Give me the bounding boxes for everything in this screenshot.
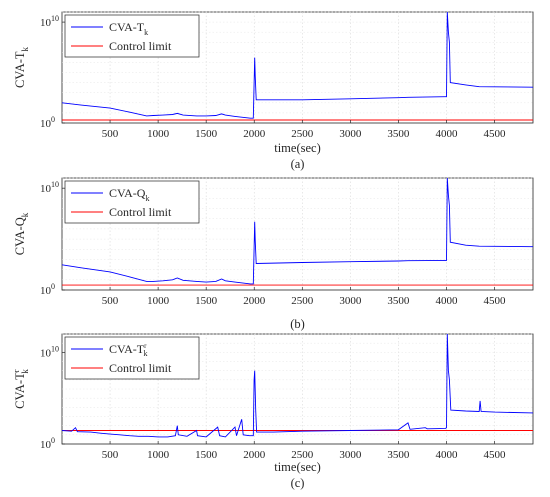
y-axis-label: CVA-Qk	[13, 212, 30, 255]
chart-panel-3: 500 1000 1500 2000 2500 3000 3500 4000 450010010…	[12, 333, 534, 490]
legend-main: CVA-T	[109, 20, 145, 34]
y-label-main: CVA-T	[13, 51, 27, 88]
y-label-sub: k	[20, 46, 30, 51]
y-tick-label: 1010	[40, 180, 59, 195]
y-tick-base: 10	[40, 439, 52, 451]
panel-caption: (c)	[291, 476, 305, 490]
legend-sub: k	[143, 349, 147, 358]
x-tick-label: 1500	[195, 449, 218, 461]
x-tick-label: 4000	[435, 449, 458, 461]
x-tick-label: 4500	[484, 295, 507, 307]
legend-sub: k	[145, 194, 149, 203]
legend-entry: CVA-Tk	[109, 20, 148, 37]
x-tick-label: 4500	[484, 128, 507, 140]
y-label-main: CVA-T	[13, 372, 27, 409]
panel-caption: (a)	[291, 157, 305, 171]
legend-sup: r	[144, 342, 147, 350]
y-label-sub: k	[20, 212, 30, 217]
x-tick-label: 1500	[195, 128, 218, 140]
y-tick-label: 100	[40, 115, 55, 130]
x-tick-label: 2000	[243, 128, 266, 140]
y-tick-exponent: 10	[51, 344, 59, 353]
legend-main: Control limit	[109, 361, 172, 375]
series-line-1	[62, 12, 533, 119]
x-tick-label: 2000	[243, 449, 266, 461]
x-tick-label: 3500	[387, 449, 410, 461]
legend-sub: k	[144, 28, 148, 37]
legend-entry: CVA-Tr k	[109, 342, 147, 358]
legend: CVA-Tk Control limit	[64, 14, 200, 58]
y-tick-exponent: 10	[51, 180, 59, 189]
chart-panel-2: 500 1000 1500 2000 2500 3000 3500 4000 450010010…	[13, 177, 534, 331]
legend-entry: CVA-Qk	[109, 186, 149, 203]
x-tick-label: 2500	[291, 295, 314, 307]
x-tick-label: 500	[102, 128, 119, 140]
x-tick-label: 3500	[387, 295, 410, 307]
legend-main: Control limit	[109, 205, 172, 219]
y-tick-label: 100	[40, 436, 55, 451]
y-tick-exponent: 10	[51, 14, 59, 23]
y-tick-base: 10	[40, 183, 52, 195]
legend: CVA-Tr k Control limit	[64, 336, 200, 380]
x-tick-label: 4500	[484, 449, 507, 461]
x-axis-label: time(sec)	[274, 460, 321, 474]
series-line-1	[62, 334, 533, 438]
legend-main: Control limit	[109, 39, 172, 53]
legend: CVA-Qk Control limit	[64, 180, 200, 224]
x-tick-label: 2500	[291, 449, 314, 461]
y-tick-base: 10	[40, 285, 52, 297]
legend-main: CVA-Q	[109, 186, 146, 200]
panel-caption: (b)	[290, 317, 305, 331]
y-tick-base: 10	[40, 347, 52, 359]
x-tick-label: 3000	[339, 128, 362, 140]
x-tick-label: 3000	[339, 449, 362, 461]
y-axis-label: CVA-Tk	[13, 46, 30, 88]
x-tick-label: 3000	[339, 295, 362, 307]
x-tick-label: 2500	[291, 128, 314, 140]
y-tick-exponent: 0	[51, 436, 55, 445]
y-tick-base: 10	[40, 17, 52, 29]
x-tick-label: 1000	[147, 449, 170, 461]
y-label-sup: r	[12, 369, 21, 372]
x-tick-label: 1000	[147, 295, 170, 307]
legend-entry: Control limit	[109, 361, 172, 375]
y-tick-exponent: 0	[51, 115, 55, 124]
x-tick-label: 500	[102, 449, 119, 461]
y-axis-label: CVA-Trk	[12, 369, 30, 409]
y-label-main: CVA-Q	[13, 217, 27, 255]
y-label-sub: k	[20, 369, 30, 374]
x-tick-label: 3500	[387, 128, 410, 140]
series-line-1	[62, 178, 533, 285]
x-tick-label: 4000	[435, 128, 458, 140]
legend-main: CVA-T	[109, 342, 145, 356]
legend-box	[64, 336, 200, 380]
y-tick-label: 100	[40, 282, 55, 297]
legend-entry: Control limit	[109, 205, 172, 219]
y-tick-exponent: 0	[51, 282, 55, 291]
y-tick-label: 1010	[40, 344, 59, 359]
x-axis-label: time(sec)	[274, 141, 321, 155]
legend-entry: Control limit	[109, 39, 172, 53]
x-tick-label: 500	[102, 295, 119, 307]
x-tick-label: 4000	[435, 295, 458, 307]
x-tick-label: 1500	[195, 295, 218, 307]
x-tick-label: 2000	[243, 295, 266, 307]
legend-box	[64, 14, 200, 58]
legend-box	[64, 180, 200, 224]
y-tick-label: 1010	[40, 14, 59, 29]
chart-panel-1: 500 1000 1500 2000 2500 3000 3500 4000 450010010…	[13, 11, 534, 171]
y-tick-base: 10	[40, 118, 52, 130]
x-tick-label: 1000	[147, 128, 170, 140]
